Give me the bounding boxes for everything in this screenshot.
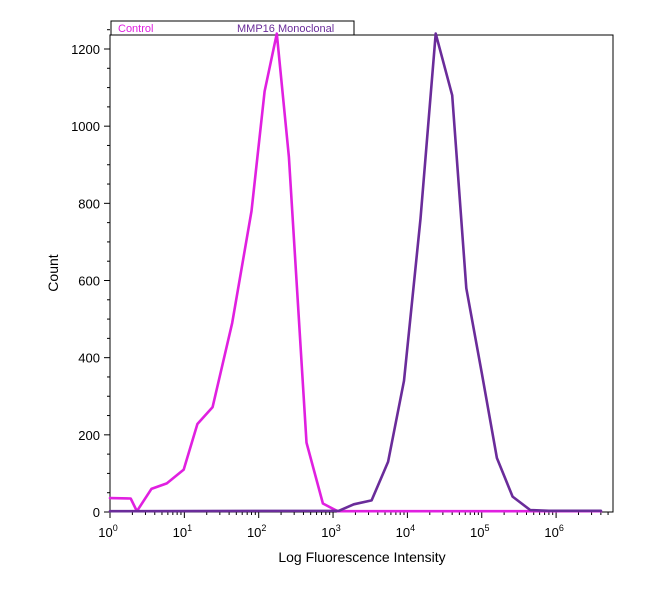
x-tick-label: 105 [470, 523, 489, 540]
series-line-control [108, 32, 603, 513]
x-tick-label: 106 [544, 523, 563, 540]
x-tick-label: 101 [173, 523, 192, 540]
y-axis-label: Count [45, 254, 61, 291]
y-tick-label: 600 [78, 274, 100, 289]
legend-box [110, 20, 355, 36]
x-tick-label: 103 [321, 523, 340, 540]
legend: Control MMP16 Monoclonal [110, 20, 355, 36]
series-line-mmp16-monoclonal [108, 32, 603, 513]
plot-frame [109, 34, 614, 513]
legend-entry-mmp16-monoclonal: MMP16 Monoclonal [237, 23, 334, 35]
y-axis: 0 200 400 600 800 1000 1200 [71, 29, 110, 520]
y-tick-label: 1200 [71, 42, 100, 57]
x-axis-label: Log Fluorescence Intensity [278, 549, 445, 565]
x-axis: 100 101 102 103 104 105 106 [98, 512, 609, 540]
x-tick-label: 100 [98, 523, 117, 540]
x-tick-label: 104 [396, 523, 415, 540]
y-tick-label: 800 [78, 196, 100, 211]
y-tick-label: 0 [93, 505, 100, 520]
series-layer [108, 32, 603, 513]
y-tick-label: 200 [78, 428, 100, 443]
y-tick-label: 400 [78, 351, 100, 366]
x-tick-label: 102 [247, 523, 266, 540]
y-tick-label: 1000 [71, 119, 100, 134]
legend-entry-control: Control [118, 23, 153, 35]
